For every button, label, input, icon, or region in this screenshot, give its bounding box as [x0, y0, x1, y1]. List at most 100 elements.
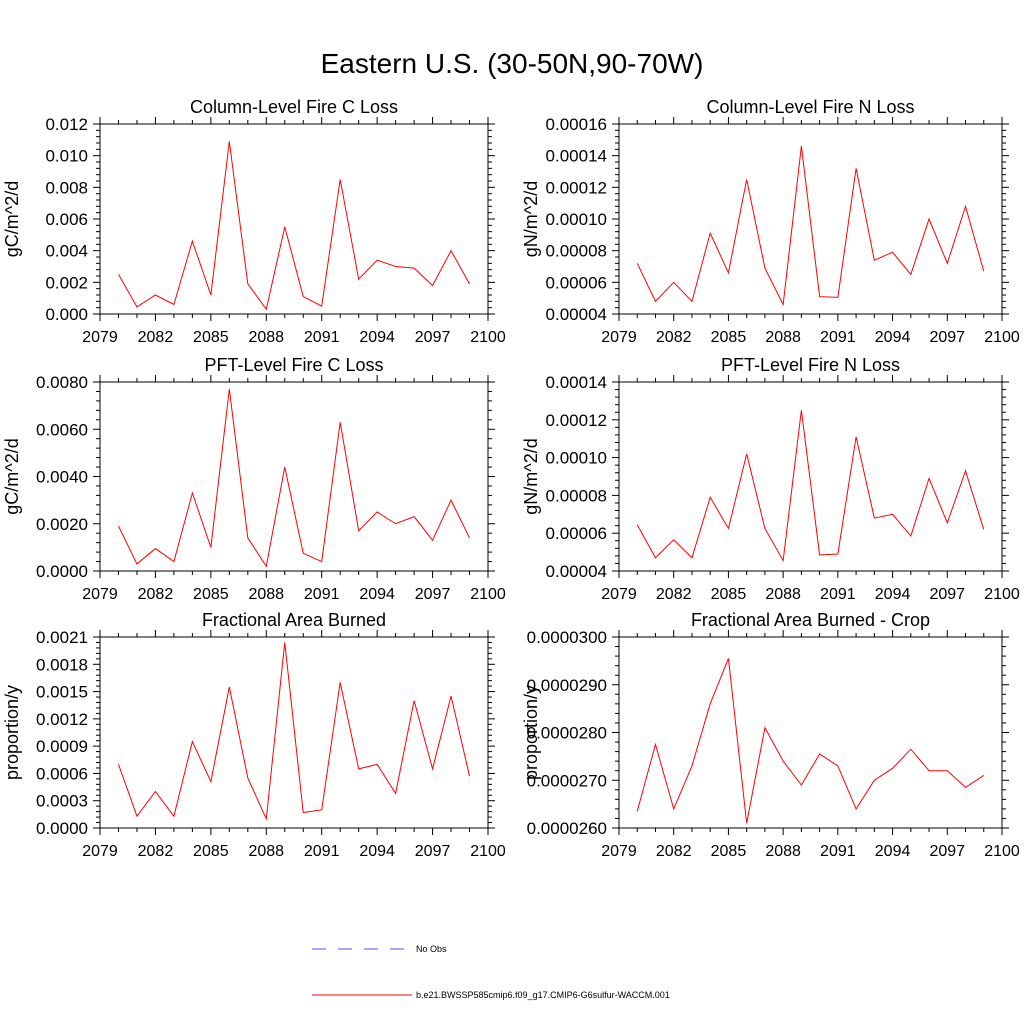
y-tick-label: 0.000 [45, 305, 88, 324]
x-tick-label: 2079 [82, 329, 118, 346]
y-axis-label: gN/m^2/d [521, 438, 541, 514]
y-tick-label: 0.0000260 [527, 819, 607, 838]
x-tick-label: 2091 [820, 843, 856, 860]
y-tick-label: 0.0000270 [527, 771, 607, 790]
x-tick-label: 2082 [138, 586, 174, 603]
x-tick-label: 2088 [765, 586, 801, 603]
y-tick-label: 0.006 [45, 210, 88, 229]
x-tick-label: 2091 [304, 586, 340, 603]
y-tick-label: 0.0021 [36, 628, 88, 647]
y-tick-label: 0.00016 [546, 115, 607, 134]
x-tick-label: 2094 [359, 329, 395, 346]
x-tick-label: 2079 [601, 329, 637, 346]
y-tick-label: 0.00006 [546, 273, 607, 292]
y-tick-label: 0.008 [45, 178, 88, 197]
x-tick-label: 2091 [820, 329, 856, 346]
x-tick-label: 2082 [656, 586, 692, 603]
x-tick-label: 2097 [415, 329, 451, 346]
x-tick-label: 2091 [820, 586, 856, 603]
y-tick-label: 0.0020 [36, 515, 88, 534]
panel-title: PFT-Level Fire C Loss [204, 355, 383, 375]
y-tick-label: 0.00006 [546, 524, 607, 543]
chart-panel: Column-Level Fire N Loss 2079 2082 2085 2088… [521, 97, 1020, 346]
chart-panel: PFT-Level Fire N Loss 2079 2082 2085 2088 209… [521, 355, 1020, 603]
y-axis-label: proportion/y [2, 685, 22, 780]
x-tick-label: 2088 [248, 586, 284, 603]
x-tick-label: 2088 [765, 329, 801, 346]
x-tick-label: 2091 [304, 843, 340, 860]
panel-title: Column-Level Fire N Loss [706, 97, 914, 117]
y-tick-label: 0.0009 [36, 737, 88, 756]
x-tick-label: 2094 [875, 586, 911, 603]
y-axis-label: gC/m^2/d [2, 438, 22, 514]
panel-title: Column-Level Fire C Loss [190, 97, 398, 117]
y-tick-label: 0.00008 [546, 242, 607, 261]
y-tick-label: 0.0003 [36, 792, 88, 811]
y-tick-label: 0.0018 [36, 655, 88, 674]
x-tick-label: 2094 [875, 329, 911, 346]
y-tick-label: 0.00014 [546, 373, 607, 392]
series-line [636, 146, 985, 307]
x-tick-label: 2088 [765, 843, 801, 860]
plot-frame [618, 636, 1003, 829]
x-tick-label: 2094 [875, 843, 911, 860]
x-tick-label: 2082 [138, 843, 174, 860]
x-tick-label: 2100 [984, 586, 1020, 603]
series-line [118, 141, 470, 311]
x-tick-label: 2094 [359, 586, 395, 603]
x-tick-label: 2082 [656, 329, 692, 346]
y-tick-label: 0.00012 [546, 178, 607, 197]
y-tick-label: 0.0006 [36, 764, 88, 783]
y-axis-label: proportion/y [521, 685, 541, 780]
x-tick-label: 2097 [929, 843, 965, 860]
legend-obs-label: No Obs [416, 944, 447, 954]
chart-panel: Column-Level Fire C Loss 2079 2082 2085 2088… [2, 97, 506, 346]
y-axis-label: gC/m^2/d [2, 181, 22, 257]
x-tick-label: 2088 [248, 329, 284, 346]
y-tick-label: 0.0000 [36, 819, 88, 838]
x-tick-label: 2091 [304, 329, 340, 346]
legend-model-label: b.e21.BWSSP585cmip6.f09_g17.CMIP6-G6sulf… [416, 990, 670, 1000]
y-tick-label: 0.00012 [546, 411, 607, 430]
plot-frame [99, 636, 489, 829]
y-tick-label: 0.012 [45, 115, 88, 134]
x-tick-label: 2082 [138, 329, 174, 346]
x-tick-label: 2100 [470, 843, 506, 860]
panel-title: Fractional Area Burned - Crop [691, 610, 930, 630]
panel-title: PFT-Level Fire N Loss [721, 355, 900, 375]
y-tick-label: 0.0000290 [527, 676, 607, 695]
y-tick-label: 0.0000280 [527, 724, 607, 743]
y-tick-label: 0.0040 [36, 468, 88, 487]
y-axis-label: gN/m^2/d [521, 181, 541, 257]
plot-frame [618, 381, 1003, 572]
y-tick-label: 0.004 [45, 242, 88, 261]
series-line [636, 658, 985, 824]
plot-frame [99, 123, 489, 315]
x-tick-label: 2097 [415, 586, 451, 603]
x-tick-label: 2094 [359, 843, 395, 860]
chart-panel: PFT-Level Fire C Loss 2079 2082 2085 2088 209… [2, 355, 506, 603]
plot-frame [99, 381, 489, 572]
x-tick-label: 2079 [82, 843, 118, 860]
y-tick-label: 0.00014 [546, 147, 607, 166]
series-line [118, 642, 471, 821]
x-tick-label: 2100 [470, 329, 506, 346]
x-tick-label: 2079 [601, 843, 637, 860]
chart-panel: Fractional Area Burned - Crop 2079 2082 208… [521, 610, 1020, 860]
chart-panels: Column-Level Fire C Loss 2079 2082 2085 2088… [2, 97, 1020, 860]
x-tick-label: 2100 [984, 843, 1020, 860]
legend: No Obs b.e21.BWSSP585cmip6.f09_g17.CMIP6… [312, 944, 670, 1000]
x-tick-label: 2085 [711, 843, 747, 860]
y-tick-label: 0.0000 [36, 562, 88, 581]
series-line [118, 389, 470, 568]
x-tick-label: 2085 [193, 586, 229, 603]
series-line [636, 410, 985, 563]
x-tick-label: 2085 [711, 586, 747, 603]
y-tick-label: 0.00008 [546, 486, 607, 505]
x-tick-label: 2100 [470, 586, 506, 603]
y-tick-label: 0.00004 [546, 562, 607, 581]
x-tick-label: 2097 [415, 843, 451, 860]
panel-title: Fractional Area Burned [202, 610, 386, 630]
chart-panel: Fractional Area Burned 2079 2082 2085 2088 20… [2, 610, 506, 860]
